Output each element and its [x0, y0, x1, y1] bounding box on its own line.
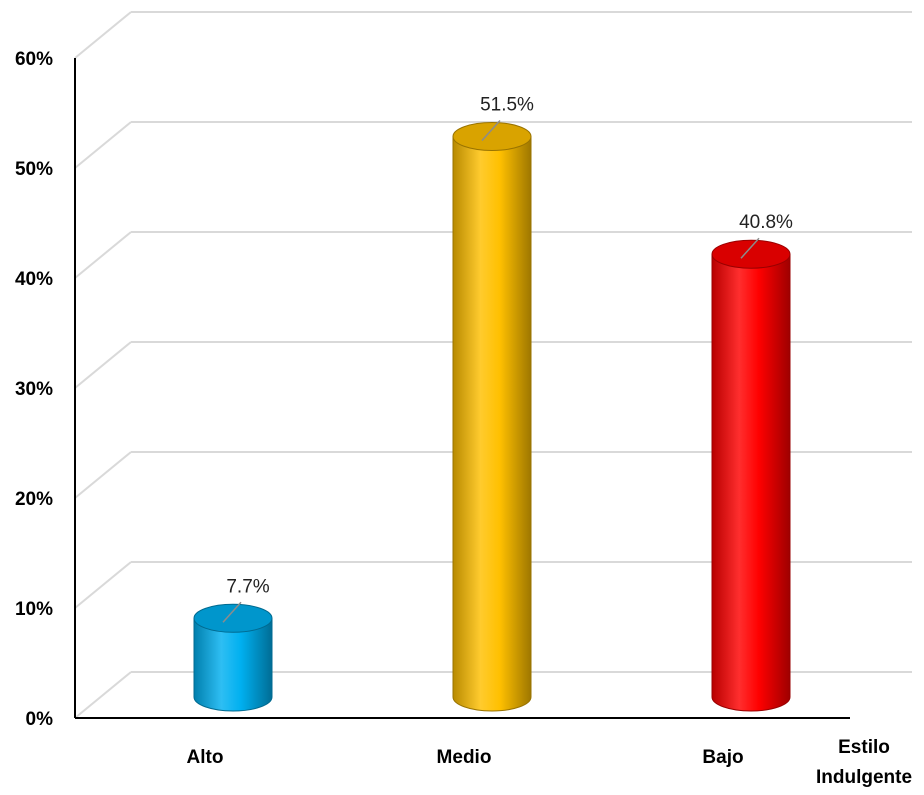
y-tick-label: 30% [15, 379, 53, 400]
data-label-alto: 7.7% [222, 576, 270, 623]
x-axis-title-line: Indulgente [816, 767, 912, 788]
axes [74, 58, 850, 719]
leader-line [481, 119, 501, 142]
data-label-medio: 51.5% [480, 95, 534, 142]
category-label: Bajo [702, 747, 743, 768]
y-tick-label: 60% [15, 49, 53, 70]
data-labels: 7.7% 51.5% 40.8% [222, 95, 793, 623]
leader-line [222, 601, 242, 623]
data-label-text: 51.5% [480, 95, 534, 116]
data-label-text: 40.8% [739, 212, 793, 233]
data-label-bajo: 40.8% [739, 212, 793, 259]
bars [193, 122, 791, 712]
bar-bajo [711, 239, 791, 712]
bar-alto [193, 603, 273, 712]
y-tick-label: 0% [26, 709, 54, 730]
data-label-text: 7.7% [226, 576, 269, 597]
category-label: Medio [437, 747, 492, 768]
leader-line [740, 237, 760, 259]
x-axis-category-labels: Alto Medio Bajo [187, 747, 744, 768]
gridline [74, 11, 912, 59]
x-axis-title: Estilo Indulgente [816, 737, 912, 788]
y-axis-tick-labels: 0% 10% 20% 30% 40% 50% 60% [15, 49, 53, 730]
y-tick-label: 20% [15, 489, 53, 510]
y-tick-label: 10% [15, 599, 53, 620]
y-tick-label: 40% [15, 269, 53, 290]
gridline [74, 121, 912, 169]
x-axis-title-line: Estilo [838, 737, 890, 758]
y-tick-label: 50% [15, 159, 53, 180]
category-label: Alto [187, 747, 224, 768]
bar-medio [452, 122, 532, 712]
